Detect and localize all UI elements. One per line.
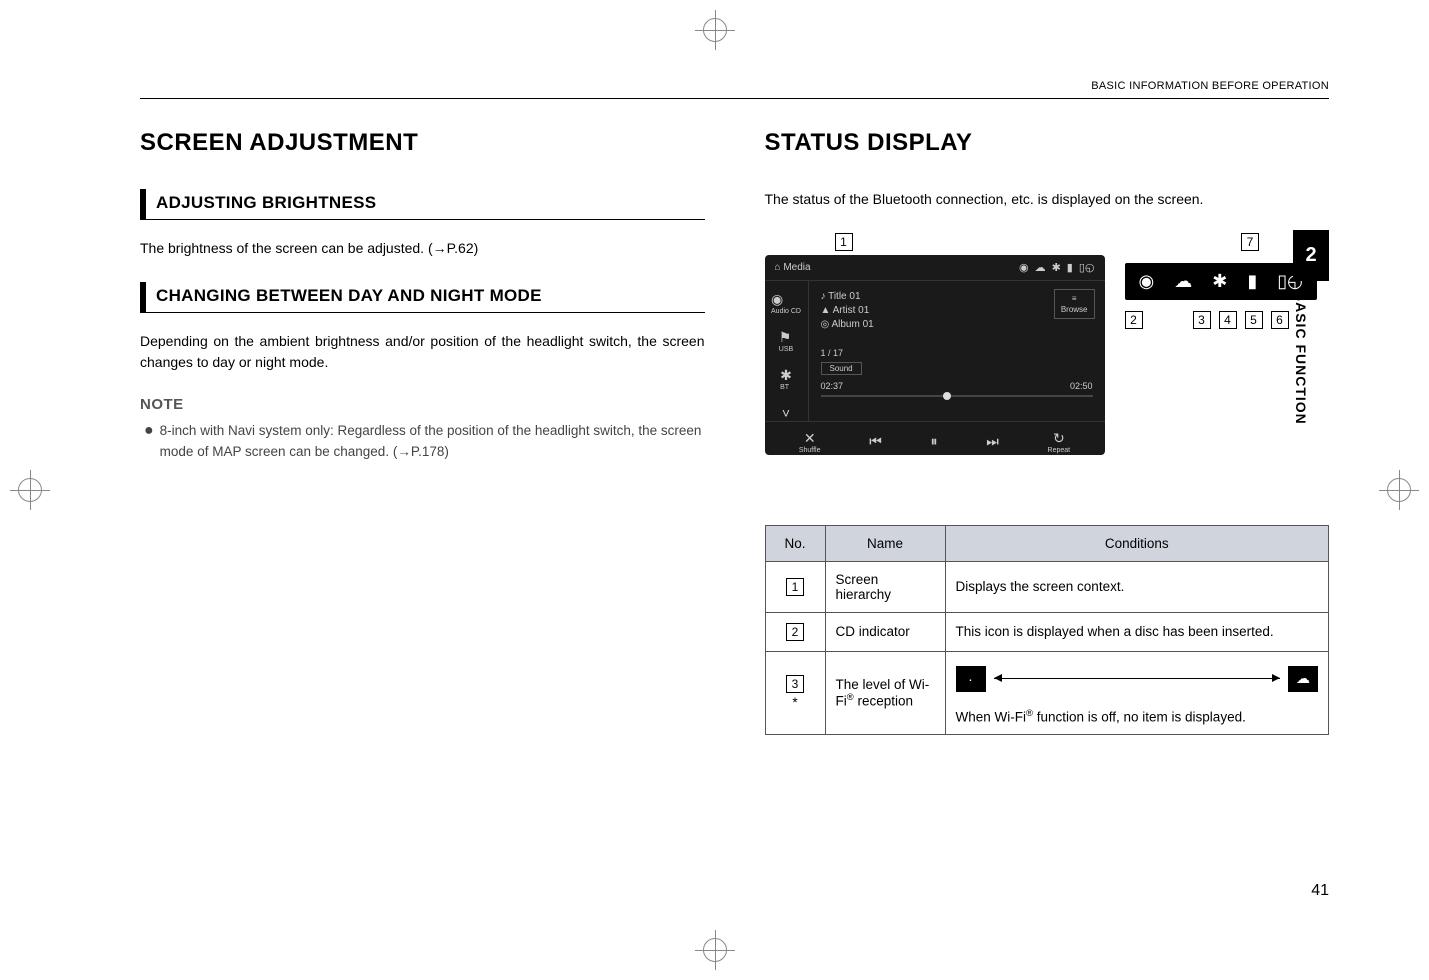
row3-name: The level of Wi-Fi® reception bbox=[825, 651, 945, 735]
row1-num: 1 bbox=[786, 578, 804, 596]
usb-icon: ⚑ bbox=[779, 329, 793, 346]
repeat-label: Repeat bbox=[1048, 447, 1071, 454]
time-elapsed: 02:37 bbox=[821, 381, 844, 391]
ss-title: ♪ Title 01 bbox=[821, 291, 1093, 302]
ss-sidebar: ◉Audio CD ⚑USB ✱BT ˅ bbox=[765, 281, 809, 421]
disc-icon: ◉ bbox=[771, 291, 801, 308]
track-count: 1 / 17 bbox=[821, 348, 1093, 358]
row3-cond-cell: · ☁ When Wi-Fi® function is off, no item… bbox=[945, 651, 1329, 735]
callout-3: 3 bbox=[1193, 311, 1211, 329]
wifi-range-line bbox=[994, 678, 1281, 679]
row3-num: 3 bbox=[786, 675, 804, 693]
chapter-tab: 2 BASIC FUNCTION bbox=[1293, 230, 1329, 461]
status-icons-enlarged: ◉ ☁ ✱ ▮ ▯◵ bbox=[1125, 263, 1317, 300]
callout-6: 6 bbox=[1271, 311, 1289, 329]
ss-home-media: ⌂ Media bbox=[775, 262, 811, 273]
sound-button: Sound bbox=[821, 362, 862, 375]
table-row: 1 Screen hierarchy Displays the screen c… bbox=[765, 561, 1329, 612]
table-row: 3 * The level of Wi-Fi® reception · ☁ Wh… bbox=[765, 651, 1329, 735]
enlarged-batt-icon: ▮ bbox=[1247, 271, 1257, 292]
status-table: No. Name Conditions 1 Screen hierarchy D… bbox=[765, 525, 1330, 736]
row3-cond-text: When Wi-Fi® function is off, no item is … bbox=[956, 708, 1319, 725]
progress-bar bbox=[821, 395, 1093, 397]
right-column: STATUS DISPLAY The status of the Bluetoo… bbox=[765, 129, 1330, 735]
bullet-dot: ● bbox=[144, 421, 154, 463]
media-screenshot: ⌂ Media ◉ ☁ ✱ ▮ ▯◵ ◉Audio CD bbox=[765, 255, 1105, 455]
th-name: Name bbox=[825, 525, 945, 561]
pause-icon: ⏸ bbox=[931, 433, 938, 450]
shuffle-label: Shuffle bbox=[799, 447, 821, 454]
heading-screen-adjustment: SCREEN ADJUSTMENT bbox=[140, 129, 705, 157]
callout-4: 4 bbox=[1219, 311, 1237, 329]
repeat-icon: ↻ bbox=[1048, 430, 1071, 447]
text-day-night: Depending on the ambient brightness and/… bbox=[140, 331, 705, 374]
page-body: BASIC INFORMATION BEFORE OPERATION SCREE… bbox=[140, 80, 1329, 900]
ss-status-icons: ◉ ☁ ✱ ▮ ▯◵ bbox=[1019, 261, 1095, 274]
callout-2: 2 bbox=[1125, 311, 1143, 329]
sidebar-cd-label: Audio CD bbox=[771, 308, 801, 315]
ss-controls: ✕ Shuffle ⏮ ⏸ ⏭ ↻ Repeat bbox=[765, 421, 1105, 462]
ss-wifi-icon: ☁ bbox=[1035, 261, 1046, 274]
browse-label: Browse bbox=[1061, 305, 1088, 314]
screenshot-figure: 1 7 ⌂ Media ◉ ☁ ✱ ▮ ▯◵ bbox=[765, 233, 1330, 455]
note-label: NOTE bbox=[140, 396, 705, 413]
sidebar-usb-label: USB bbox=[779, 346, 793, 353]
ss-bt-icon: ✱ bbox=[1052, 261, 1061, 274]
row1-name: Screen hierarchy bbox=[825, 561, 945, 612]
row1-cond: Displays the screen context. bbox=[945, 561, 1329, 612]
crop-mark-right bbox=[1379, 470, 1419, 510]
time-total: 02:50 bbox=[1070, 381, 1093, 391]
wifi-range-diagram: · ☁ bbox=[956, 666, 1319, 692]
crop-mark-bottom bbox=[695, 930, 735, 970]
callout-5: 5 bbox=[1245, 311, 1263, 329]
enlarged-cd-icon: ◉ bbox=[1139, 271, 1155, 292]
sidebar-cd: ◉Audio CD bbox=[771, 291, 801, 315]
th-no: No. bbox=[765, 525, 825, 561]
ss-artist: ▲ Artist 01 bbox=[821, 305, 1093, 316]
note-list: ● 8-inch with Navi system only: Regardle… bbox=[140, 421, 705, 463]
sidebar-bt-label: BT bbox=[780, 384, 792, 391]
chapter-number: 2 bbox=[1293, 230, 1329, 281]
ss-sig-icon: ▯◵ bbox=[1079, 261, 1095, 274]
note-item-text: 8-inch with Navi system only: Regardless… bbox=[160, 421, 705, 463]
row3-asterisk: * bbox=[776, 695, 815, 710]
th-conditions: Conditions bbox=[945, 525, 1329, 561]
sidebar-bt: ✱BT bbox=[780, 367, 792, 391]
row2-name: CD indicator bbox=[825, 612, 945, 651]
next-icon: ⏭ bbox=[986, 433, 999, 450]
running-head: BASIC INFORMATION BEFORE OPERATION bbox=[140, 80, 1329, 99]
table-row: 2 CD indicator This icon is displayed wh… bbox=[765, 612, 1329, 651]
chapter-label: BASIC FUNCTION bbox=[1293, 281, 1309, 461]
ss-batt-icon: ▮ bbox=[1067, 261, 1073, 274]
ss-cd-icon: ◉ bbox=[1019, 261, 1029, 274]
crop-mark-left bbox=[10, 470, 50, 510]
shuffle-icon: ✕ bbox=[799, 430, 821, 447]
browse-button: ≡ Browse bbox=[1054, 289, 1095, 319]
enlarged-wifi-icon: ☁ bbox=[1174, 271, 1192, 292]
text-status-intro: The status of the Bluetooth connection, … bbox=[765, 189, 1330, 211]
callouts-right-row: 2 3 4 5 6 bbox=[1125, 311, 1289, 329]
sidebar-usb: ⚑USB bbox=[779, 329, 793, 353]
heading-adjusting-brightness: ADJUSTING BRIGHTNESS bbox=[140, 189, 705, 220]
page-number: 41 bbox=[1311, 882, 1329, 900]
list-icon: ≡ bbox=[1072, 294, 1077, 303]
ss-album: ◎ Album 01 bbox=[821, 319, 1093, 330]
row2-cond: This icon is displayed when a disc has b… bbox=[945, 612, 1329, 651]
heading-status-display: STATUS DISPLAY bbox=[765, 129, 1330, 157]
callout-7: 7 bbox=[1241, 233, 1259, 251]
media-label: Media bbox=[783, 262, 810, 273]
prev-icon: ⏮ bbox=[869, 433, 882, 450]
bt-icon: ✱ bbox=[780, 367, 792, 384]
wifi-high-icon: ☁ bbox=[1288, 666, 1318, 692]
sidebar-more: ˅ bbox=[782, 405, 790, 421]
text-brightness: The brightness of the screen can be adju… bbox=[140, 238, 705, 260]
heading-day-night-mode: CHANGING BETWEEN DAY AND NIGHT MODE bbox=[140, 282, 705, 313]
left-column: SCREEN ADJUSTMENT ADJUSTING BRIGHTNESS T… bbox=[140, 129, 705, 735]
wifi-low-icon: · bbox=[956, 666, 986, 692]
callout-1: 1 bbox=[835, 233, 853, 251]
row2-num: 2 bbox=[786, 623, 804, 641]
enlarged-bt-icon: ✱ bbox=[1212, 271, 1227, 292]
home-icon: ⌂ bbox=[775, 262, 781, 273]
crop-mark-top bbox=[695, 10, 735, 50]
